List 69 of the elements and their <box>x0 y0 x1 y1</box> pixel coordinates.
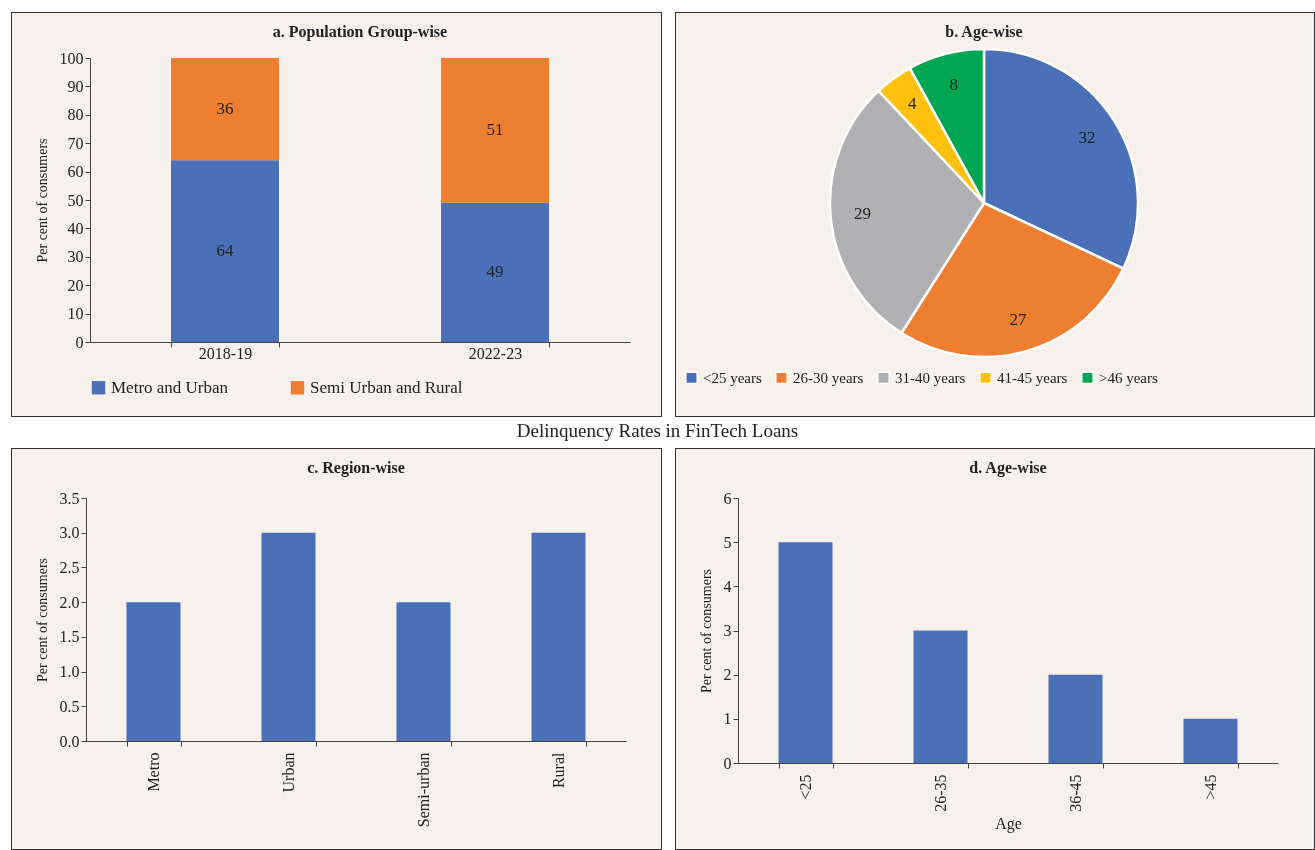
data-label: 4 <box>908 94 918 114</box>
bar <box>778 542 833 763</box>
y-tick-label: 60 <box>67 163 84 181</box>
data-label: 8 <box>949 74 958 94</box>
y-axis-title: Per cent of consumers <box>698 568 714 694</box>
y-tick-label: 0.0 <box>59 732 80 750</box>
legend-label: 31-40 years <box>895 369 966 386</box>
x-tick-label: Semi-urban <box>415 752 432 828</box>
x-tick-label: 26-35 <box>932 774 949 812</box>
y-tick-label: 1.5 <box>59 628 80 646</box>
x-tick-label: Rural <box>550 751 567 789</box>
x-tick-label: 2018-19 <box>198 344 253 362</box>
bar <box>1183 718 1238 763</box>
y-tick-label: 3 <box>723 622 732 639</box>
y-tick-label: 100 <box>59 49 84 67</box>
y-tick-label: 20 <box>67 276 84 294</box>
bar <box>441 202 549 342</box>
y-tick-label: 0 <box>75 333 84 351</box>
y-axis-title: Per cent of consumers <box>34 557 50 683</box>
y-tick-label: 0 <box>723 754 732 772</box>
y-tick-label: 50 <box>67 191 84 209</box>
y-tick-label: 1.0 <box>59 663 80 681</box>
data-label: 51 <box>486 120 504 140</box>
y-tick-label: 0.5 <box>59 697 80 715</box>
chart-title: c. Region-wise <box>307 459 405 477</box>
chart-title: a. Population Group-wise <box>272 23 448 41</box>
data-label: 27 <box>1009 310 1028 330</box>
x-tick-label: 36-45 <box>1067 774 1084 812</box>
data-label: 32 <box>1078 127 1096 147</box>
y-tick-label: 10 <box>67 305 84 323</box>
y-tick-label: 30 <box>67 248 84 266</box>
y-tick-label: 2.0 <box>59 593 80 611</box>
data-label: 64 <box>216 241 234 261</box>
x-tick-label: Urban <box>280 752 297 793</box>
x-tick-label: <25 <box>797 774 814 800</box>
y-tick-label: 70 <box>67 134 84 152</box>
x-tick-label: Metro <box>145 752 162 792</box>
legend-label: 26-30 years <box>793 369 864 386</box>
legend-label: Semi Urban and Rural <box>310 377 463 397</box>
bar <box>441 58 549 203</box>
bar <box>171 58 279 161</box>
bar <box>171 160 279 342</box>
y-tick-label: 2.5 <box>59 558 80 576</box>
legend-label: 41-45 years <box>997 369 1068 386</box>
data-label: 49 <box>486 262 504 282</box>
y-tick-label: 1 <box>723 710 732 728</box>
legend-label: <25 years <box>703 369 763 386</box>
y-tick-label: 40 <box>67 219 84 237</box>
data-label: 29 <box>854 204 872 224</box>
y-tick-label: 90 <box>67 77 84 95</box>
text: Delinquency Rates in FinTech Loans <box>515 420 800 442</box>
y-tick-label: 80 <box>67 106 84 124</box>
legend-label: >46 years <box>1099 369 1159 386</box>
data-label: 36 <box>216 99 234 119</box>
y-tick-label: 2 <box>723 666 732 684</box>
legend-label: Metro and Urban <box>111 377 229 397</box>
bar <box>913 630 968 763</box>
y-tick-label: 4 <box>723 577 732 595</box>
bar <box>1048 674 1103 763</box>
chart-title: b. Age-wise <box>945 23 1023 41</box>
y-tick-label: 5 <box>723 533 732 551</box>
y-tick-label: 3.5 <box>59 489 80 507</box>
x-tick-label: >45 <box>1202 774 1219 800</box>
x-axis-title: Age <box>995 814 1022 833</box>
x-tick-label: 2022-23 <box>468 344 523 362</box>
chart-title: d. Age-wise <box>969 459 1047 477</box>
y-tick-label: 3.0 <box>59 524 80 542</box>
y-tick-label: 6 <box>723 489 732 507</box>
y-axis-title: Per cent of consumers <box>34 138 50 263</box>
